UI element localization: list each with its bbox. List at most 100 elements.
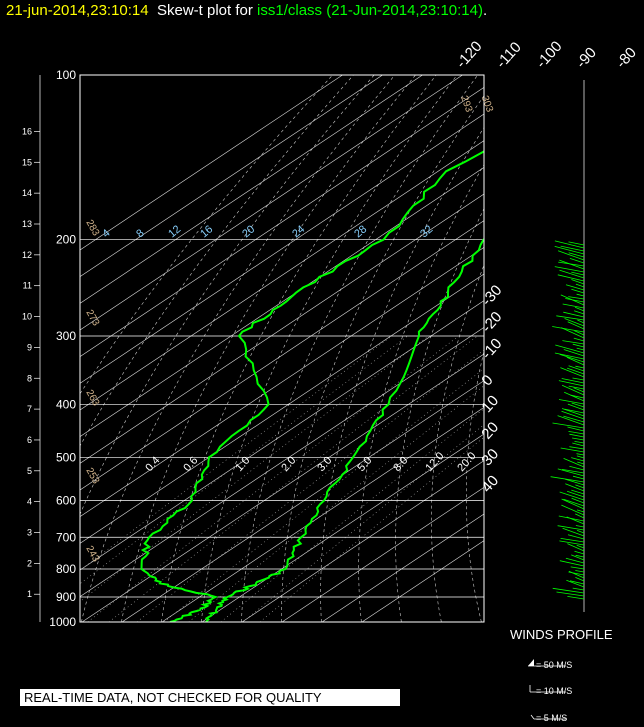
wind-barb (571, 457, 585, 462)
wind-barb (552, 422, 585, 429)
wind-barb (571, 402, 585, 408)
wind-barb (552, 587, 585, 594)
wind-barb (556, 315, 585, 321)
wind-barb (554, 246, 585, 255)
pressure-tick-label: 400 (56, 397, 76, 411)
wind-barb (559, 491, 585, 501)
pressure-tick-label: 800 (56, 562, 76, 576)
wind-barb (563, 311, 585, 318)
wind-barb (566, 516, 585, 525)
wind-barb (571, 271, 585, 276)
wind-barb (577, 461, 585, 465)
pressure-tick-label: 100 (56, 68, 76, 82)
wind-barb (575, 554, 585, 558)
isotherm-line (81, 353, 484, 622)
wind-barb (554, 266, 585, 273)
isotherm-line (80, 140, 484, 411)
wind-barb (563, 498, 585, 507)
wind-barb (572, 437, 585, 441)
wind-barb (561, 469, 585, 474)
height-tick-label: 9 (27, 342, 32, 352)
isotherm-line (80, 246, 484, 518)
wind-barb (564, 478, 585, 486)
wind-barb (564, 408, 585, 414)
wind-barb (571, 489, 585, 495)
height-tick-label: 7 (27, 404, 32, 414)
wind-barbs (550, 80, 585, 612)
wind-barb (560, 538, 585, 543)
isotherm-line (80, 326, 484, 598)
wind-barb (566, 579, 585, 588)
wind-barb (566, 356, 585, 366)
pressure-tick-label: 200 (56, 233, 76, 247)
pressure-tick-label: 700 (56, 530, 76, 544)
pressure-tick-label: 600 (56, 494, 76, 508)
wind-barb (575, 365, 585, 369)
wind-barb (576, 509, 585, 513)
wind-barb (573, 337, 585, 342)
isotherm-line (80, 300, 484, 571)
wind-barb (567, 543, 585, 552)
wind-barb (570, 580, 585, 585)
isotherm-line (80, 220, 484, 491)
pressure-tick-label: 900 (56, 590, 76, 604)
wind-barb (568, 570, 585, 579)
height-tick-label: 5 (27, 466, 32, 476)
wind-barb (570, 566, 585, 570)
title-prefix: Skew-t plot for (156, 2, 253, 19)
mixing-ratio-line (163, 368, 484, 622)
wind-barb (561, 504, 585, 516)
wind-barb (561, 408, 585, 417)
wind-barb (562, 527, 585, 537)
wind-barb (572, 343, 585, 348)
wind-barb (554, 352, 585, 360)
dewpoint-profile-line (140, 150, 484, 622)
wind-barb (565, 284, 585, 291)
height-tick-label: 8 (27, 373, 32, 383)
wind-barb (557, 468, 585, 477)
isotherm-line (80, 86, 484, 358)
isotherm-line (80, 113, 484, 384)
isotherm-line (80, 166, 484, 438)
grid-layer (80, 75, 484, 622)
wind-barb (575, 525, 585, 528)
mixing-ratio-line (242, 424, 484, 622)
dry-adiabat (241, 75, 478, 622)
wind-barb (574, 441, 585, 444)
wind-barb (561, 410, 585, 420)
wind-barb (561, 384, 585, 396)
wind-barb (572, 475, 585, 480)
height-tick-label: 13 (22, 219, 32, 229)
temperature-profile-line (204, 237, 484, 622)
wind-barb (572, 377, 585, 381)
wind-barb (569, 433, 585, 438)
isotherm-line (80, 193, 484, 464)
wind-barb (573, 310, 585, 315)
wind-barb (576, 530, 585, 534)
wind-barb (567, 534, 585, 540)
wind-legend-5: = 5 M/S (536, 713, 568, 723)
mixing-ratio-line (80, 335, 429, 602)
wind-legend-50: = 50 M/S (536, 660, 573, 670)
wind-barb (568, 296, 585, 300)
isotherm-line (80, 75, 423, 304)
wind-barb (566, 490, 585, 498)
legend-barb-5 (530, 714, 535, 720)
height-tick-label: 6 (27, 435, 32, 445)
wind-barb (568, 365, 585, 372)
wind-barb (568, 385, 585, 390)
title-suffix: . (482, 2, 488, 19)
wind-barb (577, 319, 585, 324)
mixing-ratio-line (80, 335, 408, 585)
wind-barb (554, 240, 585, 249)
chart-title: 21-jun-2014,23:10:14 Skew-t plot for iss… (6, 2, 487, 19)
dry-adiabat (80, 75, 375, 516)
wind-barb (557, 274, 585, 282)
isotherm-line (281, 486, 484, 622)
wind-barb (570, 394, 585, 399)
dry-adiabat (320, 126, 484, 622)
profile-layer (140, 150, 484, 622)
isotherm-line (80, 273, 484, 544)
wind-barb (558, 399, 585, 405)
